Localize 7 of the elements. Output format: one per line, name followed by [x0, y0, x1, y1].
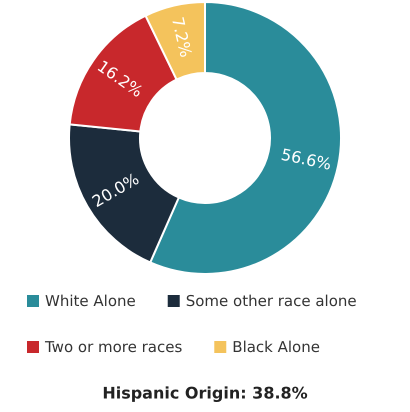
- legend-label: Two or more races: [44, 338, 182, 356]
- legend-label: Some other race alone: [186, 292, 357, 310]
- data-label: 7.2%: [168, 15, 196, 60]
- legend-label: Black Alone: [232, 338, 320, 356]
- text: Hispanic Origin: 38.8%: [102, 384, 308, 402]
- data-label: 56.6%: [279, 144, 334, 174]
- legend-label: White Alone: [45, 292, 136, 310]
